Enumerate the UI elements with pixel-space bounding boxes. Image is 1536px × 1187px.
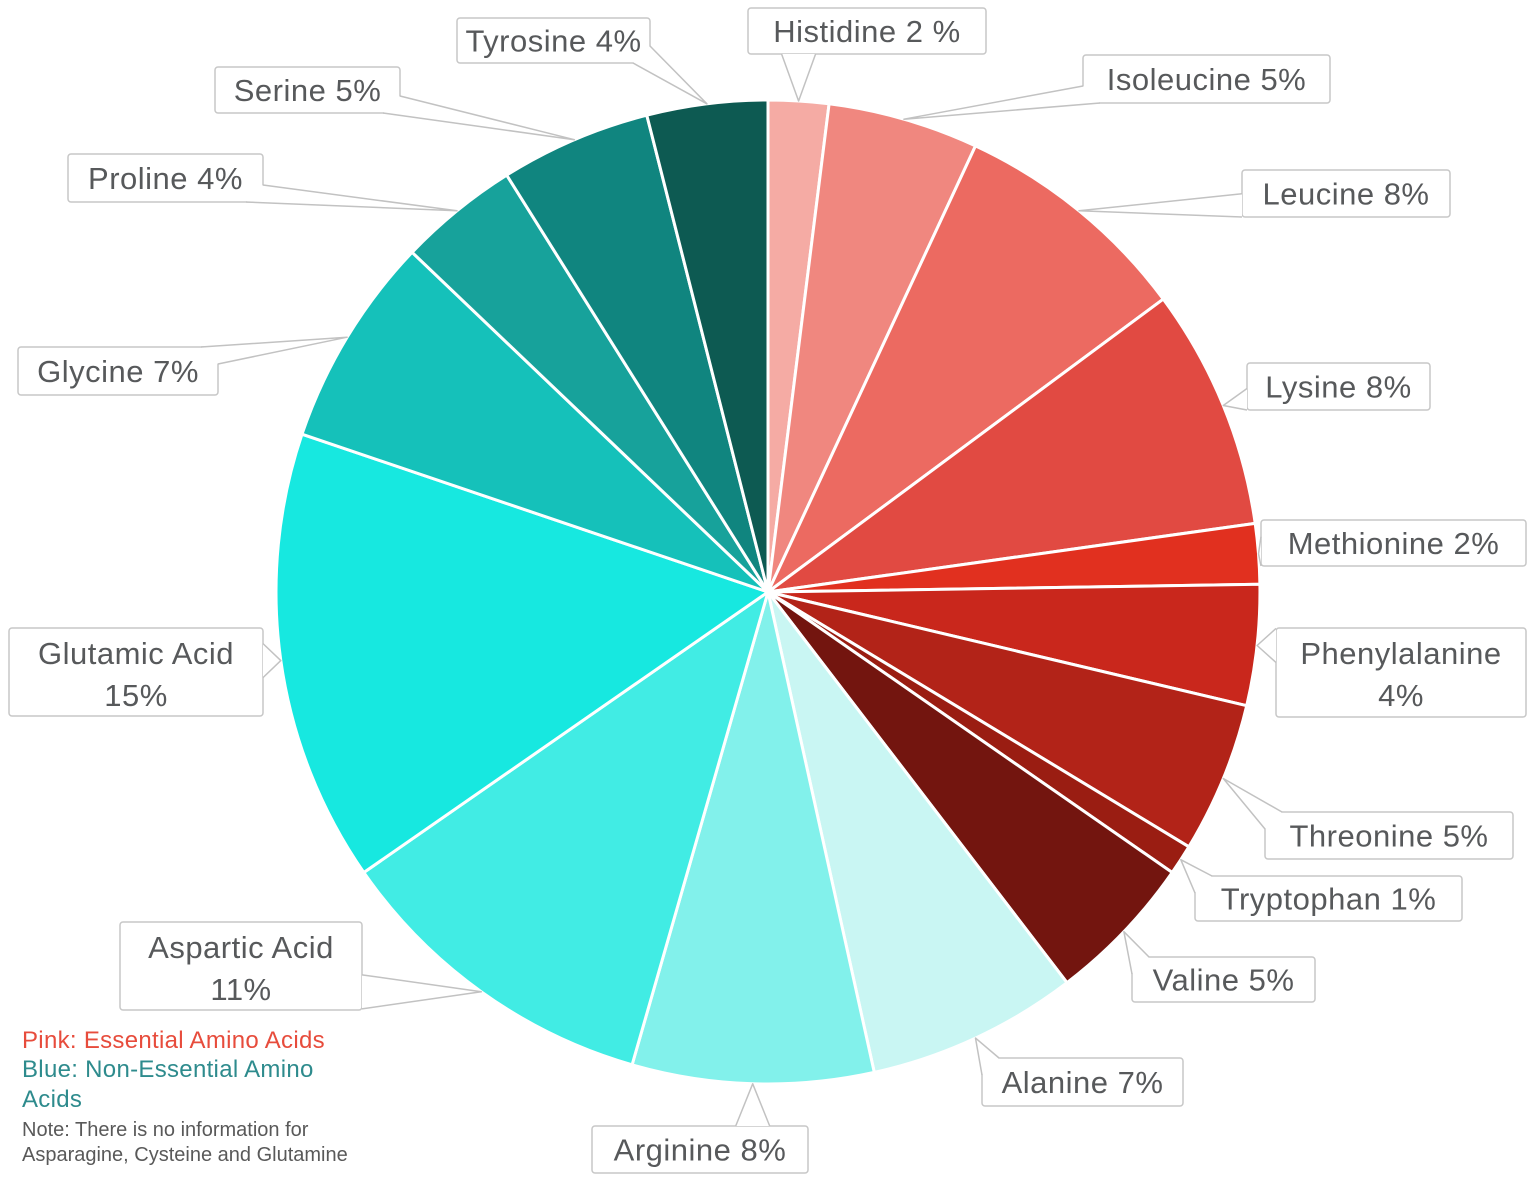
callout-box-arginine	[591, 1125, 809, 1174]
callout-box-alanine	[981, 1057, 1184, 1107]
callout-text-glutamic-acid-line1: Glutamic Acid	[38, 636, 234, 671]
callout-text-methionine: Methionine 2%	[1288, 526, 1500, 561]
callout-text-isoleucine: Isoleucine 5%	[1107, 62, 1307, 97]
callout-text-valine: Valine 5%	[1153, 963, 1295, 998]
callout-text-serine: Serine 5%	[234, 73, 382, 108]
callout-leader-histidine	[780, 53, 817, 102]
callout-text-leucine: Leucine 8%	[1262, 177, 1429, 212]
callout-text-tyrosine: Tyrosine 4%	[465, 24, 641, 59]
callout-text-aspartic-acid-line1: Aspartic Acid	[148, 930, 334, 965]
callout-box-proline	[67, 153, 264, 203]
callout-box-threonine	[1264, 811, 1514, 860]
callout-leader-threonine	[1222, 777, 1283, 830]
callout-box-aspartic-acid	[119, 921, 363, 1011]
callout-box-tyrosine	[456, 17, 651, 64]
callout-leader-serine	[382, 95, 576, 141]
callout-text-glutamic-acid-line2: 15%	[104, 678, 168, 713]
callout-leader-glutamic-acid	[262, 643, 282, 679]
callout-leader-phenylalanine	[1256, 627, 1277, 664]
callout-leader-arginine	[735, 1083, 771, 1127]
callout-text-tryptophan: Tryptophan 1%	[1221, 882, 1437, 917]
callout-leader-tyrosine	[632, 45, 708, 105]
legend-essential: Pink: Essential Amino Acids	[22, 1027, 325, 1054]
callout-text-alanine: Alanine 7%	[1002, 1065, 1164, 1100]
callout-text-aspartic-acid-line2: 11%	[210, 972, 271, 1007]
callout-text-arginine: Arginine 8%	[614, 1133, 787, 1168]
callout-text-glycine: Glycine 7%	[37, 354, 199, 389]
callout-text-phenylalanine-line2: 4%	[1378, 678, 1424, 713]
callout-box-lysine	[1246, 362, 1431, 411]
callout-leader-valine	[1123, 930, 1150, 975]
legend: Pink: Essential Amino Acids Blue: Non-Es…	[22, 1026, 362, 1168]
callout-leaders	[200, 45, 1283, 1127]
callout-text-phenylalanine-line1: Phenylalanine	[1300, 636, 1501, 671]
pie-slices	[274, 98, 1262, 1086]
callout-box-histidine	[747, 7, 987, 55]
callout-boxes	[8, 7, 1527, 1174]
callout-box-serine	[214, 66, 401, 114]
callout-leader-alanine	[974, 1037, 1000, 1076]
callout-box-glycine	[17, 346, 219, 396]
callout-text-threonine: Threonine 5%	[1289, 819, 1488, 854]
callout-leader-aspartic-acid	[361, 974, 483, 1010]
callout-leader-proline	[245, 184, 458, 212]
callout-text-lysine: Lysine 8%	[1265, 370, 1411, 405]
callout-box-isoleucine	[1082, 54, 1331, 104]
callout-leader-glycine	[200, 336, 348, 365]
legend-note: Note: There is no information for Aspara…	[22, 1118, 348, 1166]
callout-box-leucine	[1241, 169, 1451, 218]
callout-leader-leucine	[1078, 193, 1243, 218]
callout-box-valine	[1131, 956, 1316, 1003]
callout-texts: Histidine 2 % Isoleucine 5% Leucine 8% Lysi…	[37, 14, 1501, 1168]
callout-text-histidine: Histidine 2 %	[773, 14, 960, 49]
callout-box-phenylalanine	[1275, 627, 1527, 718]
callout-text-proline: Proline 4%	[88, 161, 243, 196]
callout-leader-methionine	[1257, 536, 1262, 567]
callout-leader-lysine	[1222, 387, 1248, 411]
callout-leader-tryptophan	[1180, 858, 1213, 894]
callout-leader-isoleucine	[903, 85, 1101, 120]
legend-non-essential: Blue: Non-Essential Amino Acids	[22, 1056, 314, 1113]
callout-box-tryptophan	[1194, 875, 1463, 922]
